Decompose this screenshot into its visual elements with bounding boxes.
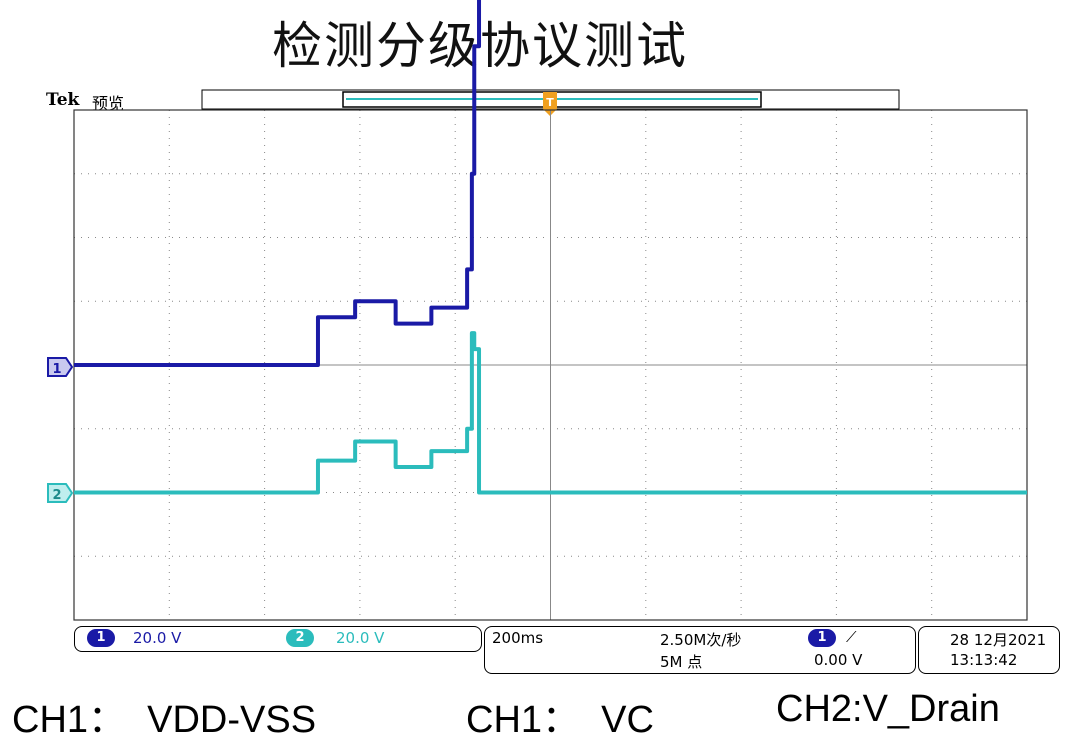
scope-brand-logo: Tek — [46, 90, 80, 110]
label-ch1-vc: CH1： VC — [466, 699, 654, 741]
label-ch2-v-drain: CH2:V_Drain — [776, 688, 1000, 730]
trigger-level: 0.00 V — [814, 651, 863, 669]
capture-time: 13:13:42 — [950, 651, 1018, 669]
trigger-source-badge: 1 — [808, 629, 836, 647]
capture-date: 28 12月2021 — [950, 631, 1047, 649]
waveforms — [74, 0, 1027, 495]
ch2-scale: 20.0 V — [336, 629, 385, 647]
sample-rate: 2.50M次/秒 — [660, 631, 742, 649]
ch1-scale: 20.0 V — [133, 629, 182, 647]
record-length: 5M 点 — [660, 653, 703, 671]
datetime-panel — [918, 626, 1060, 674]
ch1-waveform — [74, 0, 482, 367]
scope-mode-label: 预览 — [92, 94, 125, 113]
trigger-slope-icon: ⟋ — [846, 628, 857, 646]
ch2-ground-marker: 2 — [47, 483, 74, 503]
svg-text:2: 2 — [52, 488, 61, 503]
acquisition-panel — [484, 626, 916, 674]
label-ch1-vdd-vss: CH1： VDD-VSS — [12, 699, 317, 741]
channel-scale-panel — [74, 626, 482, 652]
ch2-badge: 2 — [286, 629, 314, 647]
svg-text:1: 1 — [52, 362, 61, 377]
ch1-badge: 1 — [87, 629, 115, 647]
timebase-value: 200ms — [492, 629, 544, 647]
ch1-ground-marker: 1 — [47, 357, 74, 377]
ch2-waveform — [74, 331, 1027, 495]
svg-text:T: T — [546, 96, 554, 109]
